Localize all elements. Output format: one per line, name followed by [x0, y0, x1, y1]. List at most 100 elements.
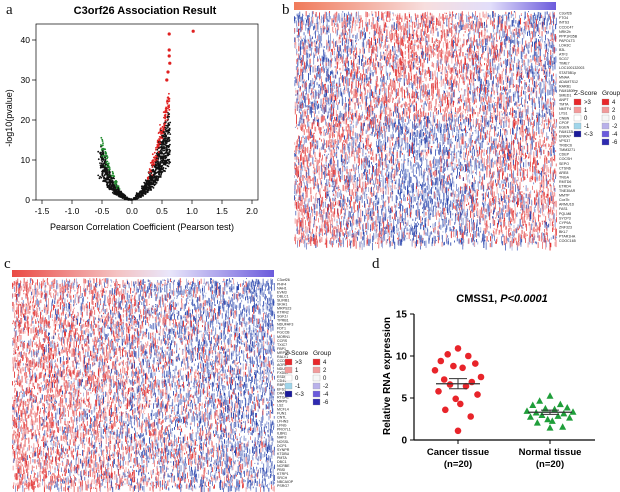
zscore-swatch [573, 98, 582, 106]
gene-label: CCDC47 [559, 25, 573, 29]
cancer-point [467, 413, 474, 420]
gene-label: SKIH1 [277, 303, 287, 307]
zscore-swatch [573, 130, 582, 138]
gene-label: MRPS [277, 399, 288, 403]
gene-labels-c: C3orf26PHF4NAH1EVM3DBLC1SLIRB1SKIH1MRPS2… [277, 278, 294, 488]
volcano-ytick-label: 10 [21, 155, 31, 165]
gene-label: NCRBE [277, 464, 290, 468]
group-swatch [601, 130, 610, 138]
volcano-highlight-point [191, 29, 195, 33]
gene-label: AOR1 [277, 363, 287, 367]
volcano-xtick-label: 1.0 [186, 206, 198, 216]
gene-label: ENRA7 [559, 135, 571, 139]
gene-label: ADAMTS12 [559, 80, 578, 84]
gene-label: ANPT [559, 98, 569, 102]
gene-label: NMTF4 [559, 107, 571, 111]
gene-label: ARMU1D [559, 203, 575, 207]
gene-label: LYS1 [559, 112, 568, 116]
group-legend-title: Group [602, 90, 620, 97]
gene-label: KTRP1 [277, 472, 289, 476]
group-swatch [312, 398, 321, 406]
group-swatch [312, 358, 321, 366]
normal-point [546, 424, 554, 431]
normal-point [546, 392, 554, 399]
gene-label: ESDHC6 [277, 375, 292, 379]
volcano-plot: C3orf26 Association Result -1.5 -1.0 -0.5 0… [4, 5, 259, 232]
volcano-ylabel: -log10(pvalue) [4, 89, 14, 147]
gene-labels-b: C3orf26FTO4INTS3CCDC47NRK2bPPP1R35BPAPOL… [559, 12, 584, 244]
gene-label: MRPDH [277, 351, 291, 355]
volcano-xtick-label: -1.5 [35, 206, 50, 216]
gene-label: CTSN6 [559, 166, 571, 170]
normal-point [526, 413, 534, 420]
gene-label: EVM3 [277, 290, 287, 294]
gene-label: DRAT2 [277, 391, 289, 395]
gene-label: STAT5B1p [559, 71, 576, 75]
panel-label-b: b [282, 2, 290, 18]
normal-point [529, 401, 537, 408]
volcano-highlight-point [167, 32, 171, 36]
panel-label-a: a [6, 2, 13, 18]
group-swatch [601, 138, 610, 146]
gene-label: ILBN1 [277, 432, 287, 436]
gene-label: NBCAIOP [277, 480, 294, 484]
gene-label: FAM180B [559, 89, 575, 93]
gene-label: PPP1R35B [559, 34, 578, 38]
volcano-xlabel: Pearson Correlation Coefficient (Pearson… [50, 222, 234, 232]
volcano-xtick-label: 0.5 [156, 206, 168, 216]
normal-point [560, 409, 568, 417]
gene-label: INTS3 [559, 21, 569, 25]
gene-label: FXDIA [277, 371, 288, 375]
gene-label: FAS1 [559, 207, 568, 211]
zscore-entry: -1 [295, 384, 301, 390]
group-swatch [601, 114, 610, 122]
cancer-point [444, 351, 451, 358]
group-swatch [601, 122, 610, 130]
group-swatch [601, 98, 610, 106]
group-swatch [601, 106, 610, 114]
gene-label: NAH1 [277, 286, 287, 290]
gene-label: TRIDC6 [559, 144, 572, 148]
dotplot-ytick-label: 15 [396, 310, 408, 321]
panel-label-d: d [372, 256, 380, 272]
cancer-point [457, 400, 464, 408]
gene-label: SGK1I [277, 315, 288, 319]
gene-label: LS2 [277, 403, 283, 407]
gene-label: DBLC1 [277, 294, 289, 298]
gene-label: MRPS23 [277, 307, 291, 311]
gene-label: VPS37 [559, 139, 570, 143]
group-entry: -4 [612, 132, 618, 138]
gene-label: FUN1 [277, 412, 286, 416]
group-entry: 2 [323, 368, 327, 374]
gene-label: SRCH [277, 476, 288, 480]
heatmap-b: C3orf26FTO4INTS3CCDC47NRK2bPPP1R35BPAPOL… [294, 2, 620, 251]
gene-label: Cox7b [559, 198, 569, 202]
zscore-entry: 1 [295, 368, 299, 374]
zscore-entry: 0 [584, 116, 588, 122]
gene-label: TIME7 [559, 62, 570, 66]
gene-label: COCSH [559, 157, 572, 161]
gene-label: SEPO [559, 162, 569, 166]
gene-label: RBP4d [277, 383, 288, 387]
zscore-swatch [573, 106, 582, 114]
gene-label: SYNPR [277, 448, 290, 452]
zscore-legend-title: Z-Score [574, 90, 598, 97]
group-entry: -2 [612, 124, 618, 130]
gene-label: FDT1 [277, 327, 286, 331]
volcano-highlight-point [167, 48, 171, 52]
cancer-point [435, 388, 442, 395]
volcano-highlight-point [168, 61, 172, 65]
gene-label: PSRG7 [277, 484, 289, 488]
gene-label: ZNF323 [559, 225, 572, 229]
group-swatch [312, 390, 321, 398]
normal-point [548, 417, 556, 424]
gene-label: NHF3 [277, 436, 286, 440]
normal-point [551, 405, 559, 413]
gene-label: PMTA [277, 456, 287, 460]
gene-label: CCRS [277, 339, 288, 343]
zscore-swatch [284, 390, 293, 398]
group-legend-title: Group [313, 350, 331, 357]
normal-point [556, 400, 564, 408]
gene-label: SLIRB1 [277, 298, 289, 302]
cancer-point [450, 362, 457, 370]
